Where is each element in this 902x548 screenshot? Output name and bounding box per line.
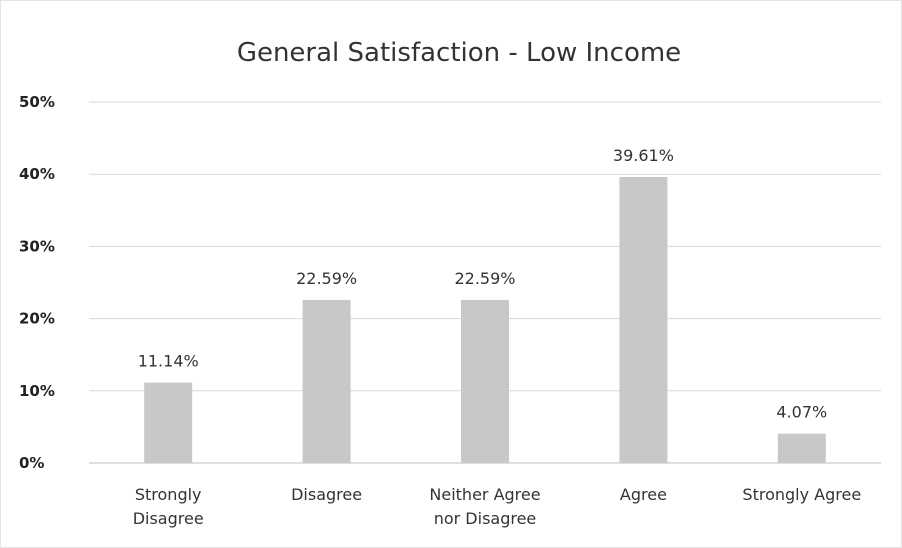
x-tick-label: Disagree bbox=[291, 485, 362, 504]
x-tick-label-line: nor Disagree bbox=[434, 509, 537, 528]
y-axis-ticks: 0% 10% 20% 30% 40% 50% bbox=[19, 93, 55, 472]
x-tick-label-line: Disagree bbox=[133, 509, 204, 528]
data-label: 39.61% bbox=[613, 146, 674, 165]
x-axis-ticks: Strongly Disagree Disagree Neither Agree nor… bbox=[133, 485, 861, 528]
x-tick-label-line: Strongly bbox=[135, 485, 202, 504]
data-label: 22.59% bbox=[454, 269, 515, 288]
data-label: 4.07% bbox=[776, 403, 827, 422]
bar bbox=[302, 299, 351, 463]
y-tick-label: 0% bbox=[19, 454, 44, 472]
data-label: 11.14% bbox=[138, 352, 199, 371]
y-tick-label: 20% bbox=[19, 310, 55, 328]
x-tick-label: Strongly Agree bbox=[742, 485, 861, 504]
chart-title: General Satisfaction - Low Income bbox=[237, 38, 681, 68]
x-tick-label-line: Neither Agree bbox=[429, 485, 540, 504]
data-label: 22.59% bbox=[296, 269, 357, 288]
y-tick-label: 30% bbox=[19, 237, 55, 255]
bar bbox=[777, 433, 826, 463]
y-tick-label: 50% bbox=[19, 93, 55, 111]
y-tick-label: 40% bbox=[19, 165, 55, 183]
bar bbox=[619, 177, 668, 463]
x-tick-label-line: Agree bbox=[620, 485, 667, 504]
y-tick-label: 10% bbox=[19, 382, 55, 400]
x-tick-label-line: Disagree bbox=[291, 485, 362, 504]
bars bbox=[144, 177, 826, 463]
x-tick-label-line: Strongly Agree bbox=[742, 485, 861, 504]
data-labels: 11.14% 22.59% 22.59% 39.61% 4.07% bbox=[138, 146, 828, 422]
x-tick-label: Strongly Disagree bbox=[133, 485, 204, 528]
bar bbox=[461, 299, 509, 463]
x-tick-label: Agree bbox=[620, 485, 667, 504]
x-tick-label: Neither Agree nor Disagree bbox=[429, 485, 540, 528]
bar bbox=[144, 382, 193, 463]
